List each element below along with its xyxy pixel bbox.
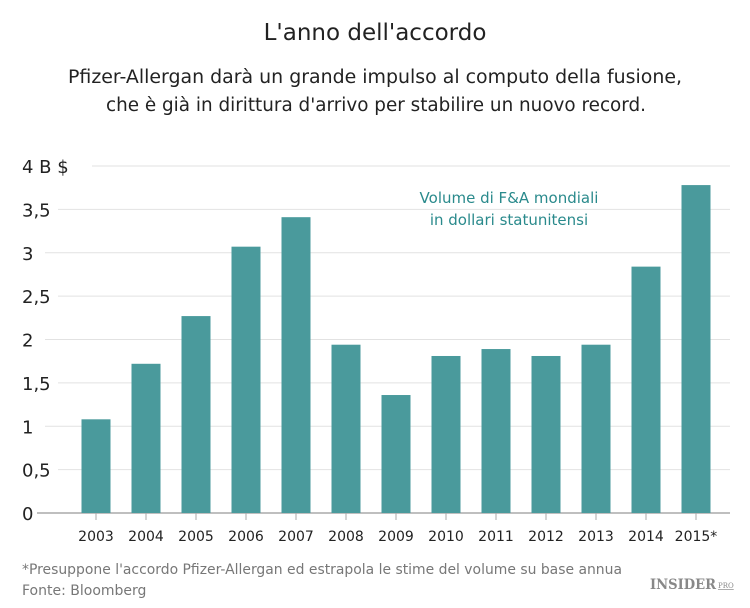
bar-2011 xyxy=(481,349,511,513)
svg-text:PRO: PRO xyxy=(718,582,734,590)
x-tick-label: 2007 xyxy=(278,529,314,545)
y-tick-label: 0 xyxy=(22,504,33,525)
bar-2008 xyxy=(331,344,361,513)
x-tick-label: 2010 xyxy=(428,529,464,545)
bar-2005 xyxy=(181,316,211,513)
bar-2009 xyxy=(381,395,411,513)
x-tick-label: 2014 xyxy=(628,529,664,545)
x-tick-label: 2012 xyxy=(528,529,564,545)
x-tick-label: 2009 xyxy=(378,529,414,545)
bar-2014 xyxy=(631,266,661,513)
x-tick-label: 2015* xyxy=(675,529,718,545)
y-tick-label: 2,5 xyxy=(22,287,51,308)
bar-2013 xyxy=(581,344,611,513)
y-tick-label: 2 xyxy=(22,331,33,352)
y-tick-label: 1 xyxy=(22,417,33,438)
x-tick-label: 2008 xyxy=(328,529,364,545)
bar-2003 xyxy=(81,419,111,513)
svg-text:INSIDER: INSIDER xyxy=(650,577,716,593)
chart-subtitle-line-2: che è già in dirittura d'arrivo per stab… xyxy=(106,95,646,116)
bar-2006 xyxy=(231,246,261,514)
x-tick-label: 2011 xyxy=(478,529,514,545)
bar-2012 xyxy=(531,355,561,513)
chart-subtitle-line-1: Pfizer-Allergan darà un grande impulso a… xyxy=(68,67,682,88)
annotation-line-2: in dollari statunitensi xyxy=(430,211,588,229)
chart-title: L'anno dell'accordo xyxy=(264,20,487,46)
x-tick-label: 2005 xyxy=(178,529,214,545)
y-tick-label: 4 B $ xyxy=(22,157,69,178)
insider-pro-logo: INSIDER PRO xyxy=(650,577,734,593)
y-tick-label: 0,5 xyxy=(22,461,51,482)
bar-2015* xyxy=(681,185,711,513)
x-tick-label: 2004 xyxy=(128,529,164,545)
source: Fonte: Bloomberg xyxy=(22,583,146,599)
footnote: *Presuppone l'accordo Pfizer-Allergan ed… xyxy=(22,562,622,578)
x-tick-label: 2003 xyxy=(78,529,114,545)
y-tick-label: 1,5 xyxy=(22,374,51,395)
y-tick-label: 3 xyxy=(22,244,33,265)
bar-2004 xyxy=(131,363,161,513)
bar-2010 xyxy=(431,355,461,513)
bar-2007 xyxy=(281,217,311,513)
y-tick-label: 3,5 xyxy=(22,200,51,221)
x-tick-label: 2013 xyxy=(578,529,614,545)
x-tick-label: 2006 xyxy=(228,529,264,545)
annotation-line-1: Volume di F&A mondiali xyxy=(420,189,599,207)
